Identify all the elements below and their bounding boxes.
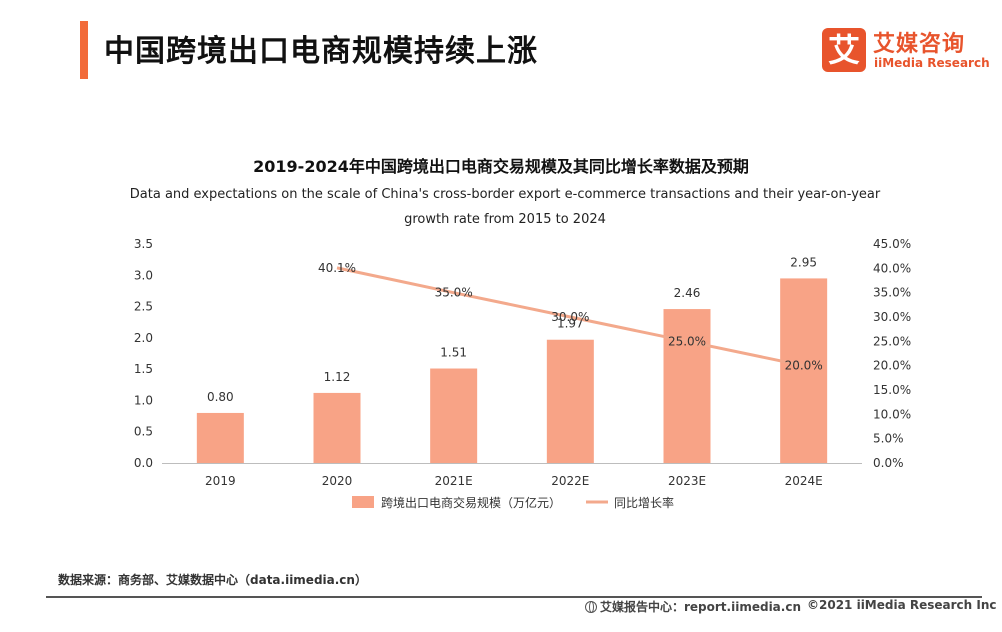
logo-name-en: iiMedia Research (874, 56, 990, 70)
footer-divider (46, 596, 982, 598)
y-right-tick-label: 20.0% (873, 359, 911, 373)
y-left-tick-label: 2.5 (134, 300, 153, 314)
bar-value-label: 1.97 (557, 317, 584, 331)
bar (780, 278, 828, 463)
bar (430, 368, 478, 463)
brand-logo: 艾 艾媒咨询 iiMedia Research (822, 26, 990, 76)
y-left-tick-label: 0.5 (134, 425, 153, 439)
legend-label-bar: 跨境出口电商交易规模（万亿元） (381, 495, 561, 510)
y-right-tick-label: 25.0% (873, 334, 911, 348)
y-right-tick-label: 0.0% (873, 456, 904, 470)
y-right-tick-label: 10.0% (873, 407, 911, 421)
y-left-tick-label: 3.5 (134, 237, 153, 251)
y-left-tick-label: 0.0 (134, 456, 153, 470)
x-tick-label: 2022E (551, 474, 589, 488)
bar (546, 339, 594, 463)
y-right-tick-label: 40.0% (873, 261, 911, 275)
growth-rate-series-line (336, 266, 804, 368)
logo-name-cn: 艾媒咨询 (873, 32, 966, 57)
globe-icon (585, 601, 597, 613)
y-left-tick-label: 3.0 (134, 268, 153, 282)
x-tick-label: 2024E (785, 474, 823, 488)
y-left-tick-label: 2.0 (134, 331, 153, 345)
line-value-label: 25.0% (668, 334, 706, 348)
bar-value-label: 2.95 (790, 255, 817, 269)
line-value-label: 40.1% (318, 261, 356, 275)
y-left-tick-label: 1.0 (134, 393, 153, 407)
y-right-tick-label: 35.0% (873, 286, 911, 300)
legend-label-line: 同比增长率 (614, 495, 674, 510)
line-value-label: 35.0% (435, 286, 473, 300)
line-value-label: 30.0% (551, 310, 589, 324)
y-right-tick-label: 45.0% (873, 237, 911, 251)
x-tick-label: 2019 (205, 474, 236, 488)
bar-value-label: 1.51 (440, 346, 467, 360)
x-tick-label: 2021E (435, 474, 473, 488)
bar (196, 412, 244, 463)
bar-value-label: 1.12 (324, 370, 351, 384)
y-left-tick-label: 1.5 (134, 362, 153, 376)
legend-swatch-bar (352, 496, 374, 508)
chart-title: 2019-2024年中国跨境出口电商交易规模及其同比增长率数据及预期 (253, 157, 749, 176)
footer-report-link[interactable]: 艾媒报告中心：report.iimedia.cn (585, 598, 801, 615)
page-title: 中国跨境出口电商规模持续上涨 (104, 34, 538, 69)
footer-report-text: 艾媒报告中心：report.iimedia.cn (600, 600, 801, 614)
x-tick-label: 2023E (668, 474, 706, 488)
bar (313, 392, 361, 463)
footer-copyright: ©2021 iiMedia Research Inc (807, 598, 997, 612)
bar (663, 309, 711, 463)
title-accent-bar (80, 21, 88, 79)
y-right-tick-label: 30.0% (873, 310, 911, 324)
chart-subtitle: Data and expectations on the scale of Ch… (129, 187, 881, 227)
data-source-note: 数据来源：商务部、艾媒数据中心（data.iimedia.cn） (58, 573, 367, 587)
bar-value-label: 2.46 (674, 286, 701, 300)
y-right-tick-label: 5.0% (873, 432, 904, 446)
bar-value-label: 0.80 (207, 390, 234, 404)
logo-mark-icon: 艾 (822, 28, 866, 72)
y-right-tick-label: 15.0% (873, 383, 911, 397)
x-tick-label: 2020 (322, 474, 353, 488)
line-value-label: 20.0% (785, 359, 823, 373)
